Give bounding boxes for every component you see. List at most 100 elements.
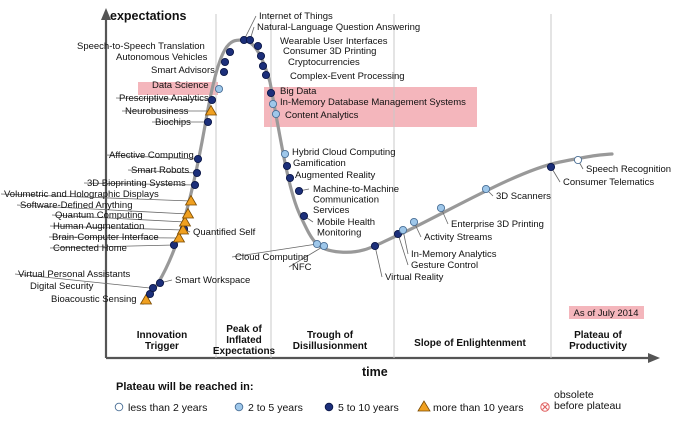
marker-activity-streams [409,217,419,227]
marker-volumetric-and-holographic-displays [184,194,198,206]
label-hybrid-cloud-computing: Hybrid Cloud Computing [292,147,396,158]
legend-label-obsolete: obsolete before plateau [554,389,621,412]
label-3d-bioprinting-systems: 3D Bioprinting Systems [87,178,186,189]
label-nfc: NFC [292,262,312,273]
leader-quantum-computing [51,214,186,223]
highlight-layer [138,82,644,319]
label-machine-to-machine-communication-services: Machine-to-Machine Communication Services [313,184,399,216]
y-axis-arrow-icon [101,8,111,20]
x-axis-arrow-icon [648,353,660,363]
legend-layer: Plateau will be reached in: less than 2 y… [114,381,621,414]
label-neurobusiness: Neurobusiness [125,106,189,117]
label-consumer-3d-printing: Consumer 3D Printing [283,46,376,57]
marker-smart-advisors [219,67,229,77]
legend-label-2to5: 2 to 5 years [248,402,303,414]
leader-connected-home [49,244,175,249]
label-data-science: Data Science [152,80,209,91]
marker-data-science [214,84,224,94]
label-gamification: Gamification [293,158,346,169]
marker-human-augmentation [176,223,190,235]
marker-connected-home [169,240,179,250]
leader-3d-bioprinting-systems [83,182,196,186]
marker-augmented-reality [285,173,295,183]
legend-swatch-lt2 [114,402,124,412]
label-connected-home: Connected Home [53,243,127,254]
label-smart-advisors: Smart Advisors [151,65,215,76]
marker-consumer-telematics [546,162,556,172]
label-natural-language-question-answering: Natural-Language Question Answering [257,22,420,33]
label-complex-event-processing: Complex-Event Processing [290,71,405,82]
as-of-label: As of July 2014 [574,308,639,319]
marker-machine-to-machine-communication-services [294,186,304,196]
marker-smart-robots [192,168,202,178]
leader-prescriptive-analytics [115,97,213,101]
marker-in-memory-analytics [398,225,408,235]
marker-smart-workspace [155,278,165,288]
marker-mobile-health-monitoring [299,211,309,221]
marker-brain-computer-interface [172,231,186,243]
marker-wearable-user-interfaces [253,41,263,51]
marker-speech-recognition [573,155,583,165]
leader-gesture-control [397,233,409,266]
marker-big-data [266,88,276,98]
leader-smart-robots [127,169,198,174]
marker-enterprise-3d-printing [436,203,446,213]
marker-nfc [319,241,329,251]
y-axis-title: expectations [110,9,186,23]
leader-affective-computing [105,154,199,160]
marker-content-analytics [271,109,281,119]
label-smart-robots: Smart Robots [131,165,189,176]
phase-label-slope-of-enlightenment: Slope of Enlightenment [414,338,526,349]
label-wearable-user-interfaces: Wearable User Interfaces [280,36,388,47]
marker-natural-language-question-answering [245,35,255,45]
marker-neurobusiness [204,104,218,116]
label-speech-to-speech-translation: Speech-to-Speech Translation [77,41,205,52]
label-virtual-reality: Virtual Reality [385,272,444,283]
label-internet-of-things: Internet of Things [259,11,333,22]
marker-affective-computing [193,154,203,164]
label-cloud-computing: Cloud Computing [235,252,308,263]
marker-consumer-3d-printing [256,51,266,61]
label-speech-recognition: Speech Recognition [586,164,671,175]
label-in-memory-database-management-systems: In-Memory Database Management Systems [280,97,466,108]
marker-cryptocurrencies [258,61,268,71]
label-in-memory-analytics: In-Memory Analytics [411,249,497,260]
legend-swatch-5to10 [324,402,334,412]
label-augmented-reality: Augmented Reality [295,170,376,181]
marker-complex-event-processing [261,70,271,80]
marker-3d-scanners [481,184,491,194]
label-smart-workspace: Smart Workspace [175,275,250,286]
legend-label-5to10: 5 to 10 years [338,402,399,414]
marker-hybrid-cloud-computing [280,149,290,159]
phase-label-innovation-trigger: Innovation Trigger [137,330,188,352]
label-mobile-health-monitoring: Mobile Health Monitoring [317,217,375,239]
marker-quantum-computing [178,215,192,227]
label-autonomous-vehicles: Autonomous Vehicles [116,52,208,63]
label-quantified-self: Quantified Self [193,227,256,238]
label-biochips: Biochips [155,117,191,128]
legend-title: Plateau will be reached in: [116,381,254,393]
phase-label-trough-of-disillusionment: Trough of Disillusionment [293,330,368,352]
label-enterprise-3d-printing: Enterprise 3D Printing [451,219,544,230]
leader-software-defined-anything [16,204,189,215]
x-axis-title: time [362,365,388,379]
label-digital-security: Digital Security [30,281,94,292]
highlight-as-of [569,306,644,319]
label-gesture-control: Gesture Control [411,260,478,271]
phase-label-plateau-of-productivity: Plateau of Productivity [569,330,627,352]
label-3d-scanners: 3D Scanners [496,191,551,202]
leader-cloud-computing [231,243,318,258]
leader-nfc [288,245,325,268]
obsolete-x-icon [542,404,548,410]
phase-label-peak-of-inflated-expectations: Peak of Inflated Expectations [213,324,276,357]
legend-label-gt10: more than 10 years [433,402,523,414]
leader-virtual-reality [374,245,383,278]
marker-bioacoustic-sensing [139,293,153,305]
marker-virtual-personal-assistants [148,283,158,293]
leader-volumetric-and-holographic-displays [0,193,192,202]
marker-biochips [203,117,213,127]
leader-internet-of-things [243,15,257,41]
label-content-analytics: Content Analytics [285,110,359,121]
label-consumer-telematics: Consumer Telematics [563,177,654,188]
